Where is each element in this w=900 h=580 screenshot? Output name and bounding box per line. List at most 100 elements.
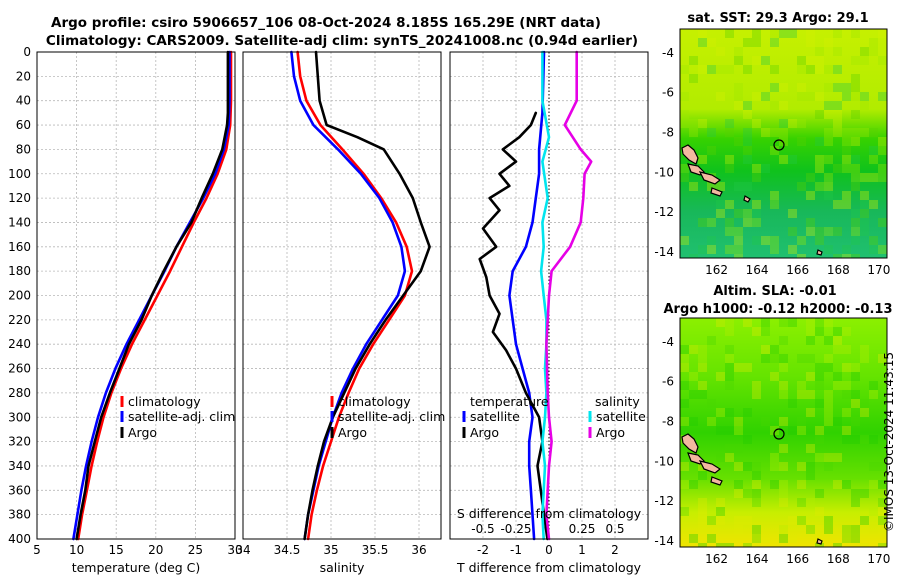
map-cell [878,137,887,146]
map-cell [878,543,887,547]
map-cell [833,381,842,390]
series-line-climatology [76,50,233,541]
map-cell [833,227,842,236]
map-cell [770,38,779,47]
depth-tick-label: 400 [8,532,31,546]
map-cell [833,480,842,489]
map-cell [788,119,797,128]
map-cell [824,354,833,363]
map-cell [743,155,752,164]
x-tick-label: 25 [188,543,203,557]
map-cell [734,426,743,435]
map-cell [698,507,707,516]
map-cell [806,65,815,74]
map-cell [797,92,806,101]
map-cell [689,345,698,354]
map-cell [752,119,761,128]
map-cell [842,137,851,146]
map-cell [734,254,743,258]
map-cell [833,327,842,336]
island [681,144,699,165]
map-cell [815,372,824,381]
map-cell [806,390,815,399]
map-cell [689,417,698,426]
island [698,171,722,185]
map-cell [869,47,878,56]
map-cell [824,390,833,399]
map-cell [806,327,815,336]
map-cell [725,200,734,209]
map-cell [734,101,743,110]
map-cell [815,110,824,119]
map-cell [815,164,824,173]
map-cell [851,128,860,137]
salinity-legend: climatology satellite-adj. clim Argo [330,394,445,440]
map-cell [824,38,833,47]
map-cell [680,399,689,408]
lat-tick-label: -8 [662,126,674,140]
lat-tick-label: -4 [662,335,674,349]
map-cell [878,173,887,182]
map-cell [824,336,833,345]
map-cell [716,507,725,516]
map-cell [698,345,707,354]
map-cell [680,381,689,390]
map-cell [878,164,887,173]
map-cell [725,245,734,254]
lon-tick-label: 170 [867,552,890,566]
lat-tick-label: -8 [662,415,674,429]
map-cell [833,65,842,74]
map-cell [851,92,860,101]
map-cell [707,507,716,516]
island [743,195,751,203]
x-tick-label: 36 [411,543,426,557]
map-cell [815,363,824,372]
map-cell [689,534,698,543]
map-cell [824,245,833,254]
map-cell [725,119,734,128]
map-cell [725,227,734,236]
map-cell [680,345,689,354]
map-cell [806,191,815,200]
map-cell [797,480,806,489]
map-cell [788,318,797,327]
map-cell [851,182,860,191]
map-cell [752,164,761,173]
map-cell [869,173,878,182]
map-cell [833,453,842,462]
map-cell [824,525,833,534]
map-cell [752,489,761,498]
depth-tick-label: 80 [16,142,31,156]
map-cell [707,336,716,345]
map-cell [815,381,824,390]
map-cell [869,128,878,137]
lat-tick-label: -14 [654,534,674,548]
map-cell [725,327,734,336]
map-cell [761,164,770,173]
lat-tick-label: -14 [654,245,674,259]
map-cell [752,200,761,209]
map-cell [878,218,887,227]
map-cell [734,462,743,471]
map-cell [842,164,851,173]
temperature-panel: 5 10 15 20 25 30 temperature (deg C) climatol… [33,50,243,575]
map-cell [842,534,851,543]
map-cell [833,101,842,110]
map-cell [860,399,869,408]
map-cell [743,209,752,218]
x-tick-label: 2 [611,543,619,557]
map-cell [860,354,869,363]
map-cell [878,245,887,254]
map-cell [851,74,860,83]
map-cell [725,381,734,390]
series-line-s-argo [545,50,593,541]
map-cell [698,381,707,390]
map-cell [734,137,743,146]
map-cell [869,462,878,471]
x-tick-label: 35 [323,543,338,557]
map-cell [752,92,761,101]
map-cell [734,245,743,254]
map-cell [842,128,851,137]
map-cell [851,534,860,543]
map-cell [815,236,824,245]
